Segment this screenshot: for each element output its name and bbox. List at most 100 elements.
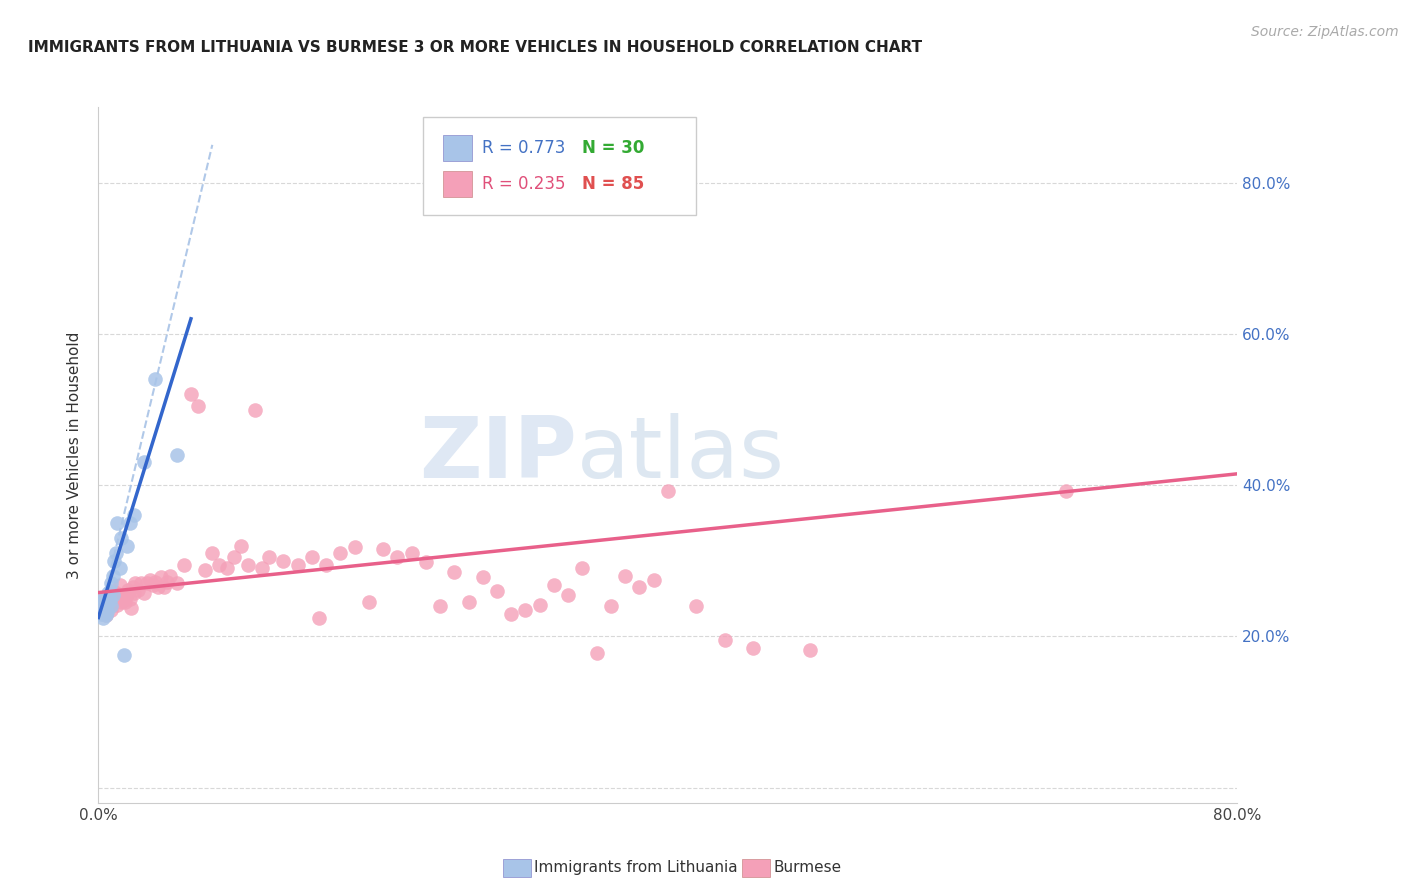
Point xyxy=(543,578,565,592)
Point xyxy=(343,540,366,554)
Text: N = 30: N = 30 xyxy=(582,139,645,157)
Y-axis label: 3 or more Vehicles in Household: 3 or more Vehicles in Household xyxy=(67,331,83,579)
Point xyxy=(91,610,114,624)
Point xyxy=(112,648,135,663)
Point xyxy=(156,574,179,589)
Bar xyxy=(443,135,472,161)
Point xyxy=(93,603,115,617)
Point xyxy=(121,580,143,594)
Point xyxy=(614,569,637,583)
Point xyxy=(141,578,163,592)
Point xyxy=(628,580,651,594)
Point xyxy=(118,591,141,606)
Text: N = 85: N = 85 xyxy=(582,175,645,194)
Point xyxy=(301,549,323,564)
Point xyxy=(94,608,117,623)
Point xyxy=(166,576,188,591)
Point xyxy=(129,576,152,591)
Point xyxy=(91,591,114,606)
Point xyxy=(104,546,127,560)
Point xyxy=(180,387,202,401)
Point xyxy=(94,608,117,623)
Point xyxy=(115,588,138,602)
Bar xyxy=(742,859,770,877)
Point xyxy=(515,603,537,617)
Point xyxy=(96,600,118,615)
Point xyxy=(259,549,281,564)
Point xyxy=(148,580,170,594)
Point xyxy=(471,570,494,584)
Text: ZIP: ZIP xyxy=(419,413,576,497)
Point xyxy=(373,542,395,557)
Point xyxy=(243,402,266,417)
Text: Source: ZipAtlas.com: Source: ZipAtlas.com xyxy=(1251,25,1399,39)
Point xyxy=(124,576,146,591)
Point xyxy=(287,558,309,572)
Point xyxy=(98,593,121,607)
Point xyxy=(103,554,125,568)
Point xyxy=(571,561,593,575)
Point xyxy=(486,584,509,599)
Point xyxy=(122,585,145,599)
Point xyxy=(111,590,134,604)
Point xyxy=(108,561,131,575)
Point xyxy=(600,599,623,614)
Point xyxy=(215,561,238,575)
Point xyxy=(250,561,273,575)
Point xyxy=(110,531,132,545)
Point xyxy=(529,598,551,612)
Text: IMMIGRANTS FROM LITHUANIA VS BURMESE 3 OR MORE VEHICLES IN HOUSEHOLD CORRELATION: IMMIGRANTS FROM LITHUANIA VS BURMESE 3 O… xyxy=(28,40,922,55)
Point xyxy=(97,595,120,609)
Point xyxy=(98,593,121,607)
Point xyxy=(96,591,118,606)
Point xyxy=(150,570,173,584)
Point xyxy=(457,595,479,609)
Point xyxy=(557,588,579,602)
Point xyxy=(107,588,129,602)
Point xyxy=(273,554,295,568)
Point xyxy=(91,595,114,609)
Point xyxy=(93,595,115,609)
Point xyxy=(104,585,127,599)
Point xyxy=(357,595,380,609)
Point xyxy=(118,516,141,530)
Point xyxy=(657,484,679,499)
Point xyxy=(329,546,352,560)
Point xyxy=(201,546,224,560)
Point xyxy=(145,574,167,589)
Text: atlas: atlas xyxy=(576,413,785,497)
Point xyxy=(114,595,136,609)
Point xyxy=(194,563,217,577)
Point xyxy=(308,610,330,624)
Point xyxy=(94,600,117,615)
Point xyxy=(443,565,465,579)
Point xyxy=(153,580,176,594)
Point xyxy=(387,549,409,564)
Point xyxy=(112,593,135,607)
Point xyxy=(117,582,139,597)
Point xyxy=(100,576,122,591)
Point xyxy=(100,599,122,614)
Point xyxy=(643,573,665,587)
Point xyxy=(101,588,124,602)
Point xyxy=(101,569,124,583)
Bar xyxy=(443,171,472,197)
Point xyxy=(501,607,523,621)
Point xyxy=(101,584,124,599)
Point xyxy=(89,599,111,614)
Point xyxy=(187,399,209,413)
Point xyxy=(90,607,112,621)
Point xyxy=(401,546,423,560)
Point xyxy=(93,591,115,606)
Point xyxy=(100,603,122,617)
Point xyxy=(115,539,138,553)
Point xyxy=(742,640,765,655)
Point xyxy=(222,549,245,564)
Point xyxy=(1056,484,1078,499)
Point xyxy=(110,595,132,609)
Point xyxy=(208,558,231,572)
Point xyxy=(173,558,195,572)
Point xyxy=(236,558,259,572)
Point xyxy=(229,539,252,553)
Point xyxy=(714,633,737,648)
